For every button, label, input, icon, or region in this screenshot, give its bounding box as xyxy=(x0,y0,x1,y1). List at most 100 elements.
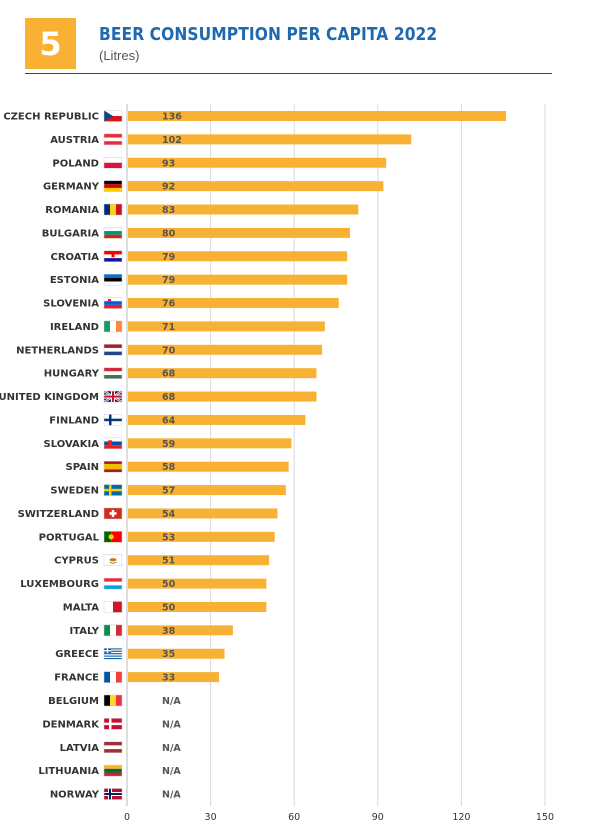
category-label: LUXEMBOURG xyxy=(20,579,99,590)
bar-row: LATVIA N/A xyxy=(60,741,181,754)
bar-row: ESTONIA 79 xyxy=(50,273,348,286)
x-tick-label: 60 xyxy=(288,812,300,823)
bar xyxy=(128,344,323,355)
ie-flag-icon xyxy=(103,320,123,333)
category-label: SWEDEN xyxy=(50,486,99,497)
bar xyxy=(128,485,286,496)
category-label: CROATIA xyxy=(50,252,99,263)
na-label: N/A xyxy=(162,696,181,707)
value-label: 70 xyxy=(162,345,176,356)
fi-flag-icon xyxy=(103,414,123,426)
hr-flag-icon xyxy=(103,250,123,263)
lv-flag-icon xyxy=(103,741,123,754)
ee-flag-icon xyxy=(103,273,123,286)
bar xyxy=(128,555,270,566)
bar-row: NETHERLANDS 70 xyxy=(16,344,323,356)
gr-flag-icon xyxy=(103,647,123,660)
value-label: 93 xyxy=(162,158,175,169)
value-label: 54 xyxy=(162,509,176,520)
pt-flag-icon xyxy=(103,531,123,543)
bar-row: BULGARIA 80 xyxy=(42,227,350,239)
bar xyxy=(128,181,384,192)
category-label: GREECE xyxy=(55,649,99,660)
bar-row: UNITED KINGDOM 68 xyxy=(0,390,317,403)
category-label: PORTUGAL xyxy=(39,532,100,543)
value-label: 79 xyxy=(162,275,175,286)
se-flag-icon xyxy=(103,484,123,496)
bar xyxy=(128,672,219,683)
bar xyxy=(128,321,325,332)
bar-row: ITALY 38 xyxy=(69,624,233,637)
bar xyxy=(128,134,412,145)
value-label: 92 xyxy=(162,182,175,193)
category-label: POLAND xyxy=(52,158,99,169)
value-label: 50 xyxy=(162,579,176,590)
value-label: 64 xyxy=(162,415,176,426)
bar xyxy=(128,298,339,309)
category-label: IRELAND xyxy=(50,322,99,333)
bar xyxy=(128,578,267,589)
value-label: 68 xyxy=(162,392,176,403)
na-label: N/A xyxy=(162,743,181,754)
be-flag-icon xyxy=(103,694,123,707)
bar xyxy=(128,648,225,659)
ro-flag-icon xyxy=(103,203,123,216)
category-label: NETHERLANDS xyxy=(16,345,99,356)
category-label: BELGIUM xyxy=(48,696,99,707)
bar-row: CZECH REPUBLIC 136 xyxy=(3,110,506,123)
hu-flag-icon xyxy=(103,367,123,379)
value-label: 76 xyxy=(162,299,176,310)
category-label: CYPRUS xyxy=(54,556,99,567)
value-label: 83 xyxy=(162,205,175,216)
value-label: 79 xyxy=(162,252,175,263)
bar-row: FRANCE 33 xyxy=(54,671,219,684)
value-label: 38 xyxy=(162,626,176,637)
value-label: 33 xyxy=(162,673,175,684)
bar xyxy=(128,391,317,402)
value-label: 57 xyxy=(162,486,175,497)
bar-row: MALTA 50 xyxy=(63,601,267,613)
category-label: SWITZERLAND xyxy=(18,509,99,520)
bar-row: FINLAND 64 xyxy=(49,414,306,426)
bar-row: SWEDEN 57 xyxy=(50,484,286,497)
category-label: ITALY xyxy=(69,626,99,637)
x-tick-label: 120 xyxy=(452,812,470,823)
na-label: N/A xyxy=(162,766,181,777)
bar-row: LUXEMBOURG 50 xyxy=(20,577,267,590)
x-tick-label: 90 xyxy=(372,812,384,823)
bar xyxy=(128,601,267,612)
x-tick-label: 30 xyxy=(205,812,217,823)
bar-row: SLOVAKIA 59 xyxy=(44,437,292,450)
bar-row: DENMARK N/A xyxy=(42,718,181,730)
bar-row: IRELAND 71 xyxy=(50,320,325,333)
de-flag-icon xyxy=(103,180,123,192)
category-label: UNITED KINGDOM xyxy=(0,392,99,403)
bar xyxy=(128,157,387,168)
value-label: 102 xyxy=(162,135,182,146)
value-label: 80 xyxy=(162,228,176,239)
value-label: 35 xyxy=(162,649,175,660)
category-label: HUNGARY xyxy=(44,369,100,380)
dk-flag-icon xyxy=(103,718,123,730)
category-label: BULGARIA xyxy=(42,228,99,239)
bar-row: CYPRUS 51 xyxy=(54,554,270,567)
it-flag-icon xyxy=(103,624,123,637)
bar xyxy=(128,438,292,449)
value-label: 68 xyxy=(162,369,176,380)
no-flag-icon xyxy=(103,788,123,800)
value-label: 136 xyxy=(162,112,182,123)
header-divider xyxy=(25,73,552,74)
chart-number-badge: 5 xyxy=(25,18,76,69)
bar xyxy=(128,508,278,519)
nl-flag-icon xyxy=(103,344,123,356)
bar-row: GREECE 35 xyxy=(55,647,225,660)
bar xyxy=(128,251,348,262)
category-label: NORWAY xyxy=(50,790,100,801)
bar-row: LITHUANIA N/A xyxy=(38,764,181,777)
category-label: SLOVENIA xyxy=(43,299,99,310)
bar-row: SWITZERLAND 54 xyxy=(18,507,278,520)
si-flag-icon xyxy=(103,297,123,309)
category-label: ESTONIA xyxy=(50,275,99,286)
value-label: 59 xyxy=(162,439,175,450)
